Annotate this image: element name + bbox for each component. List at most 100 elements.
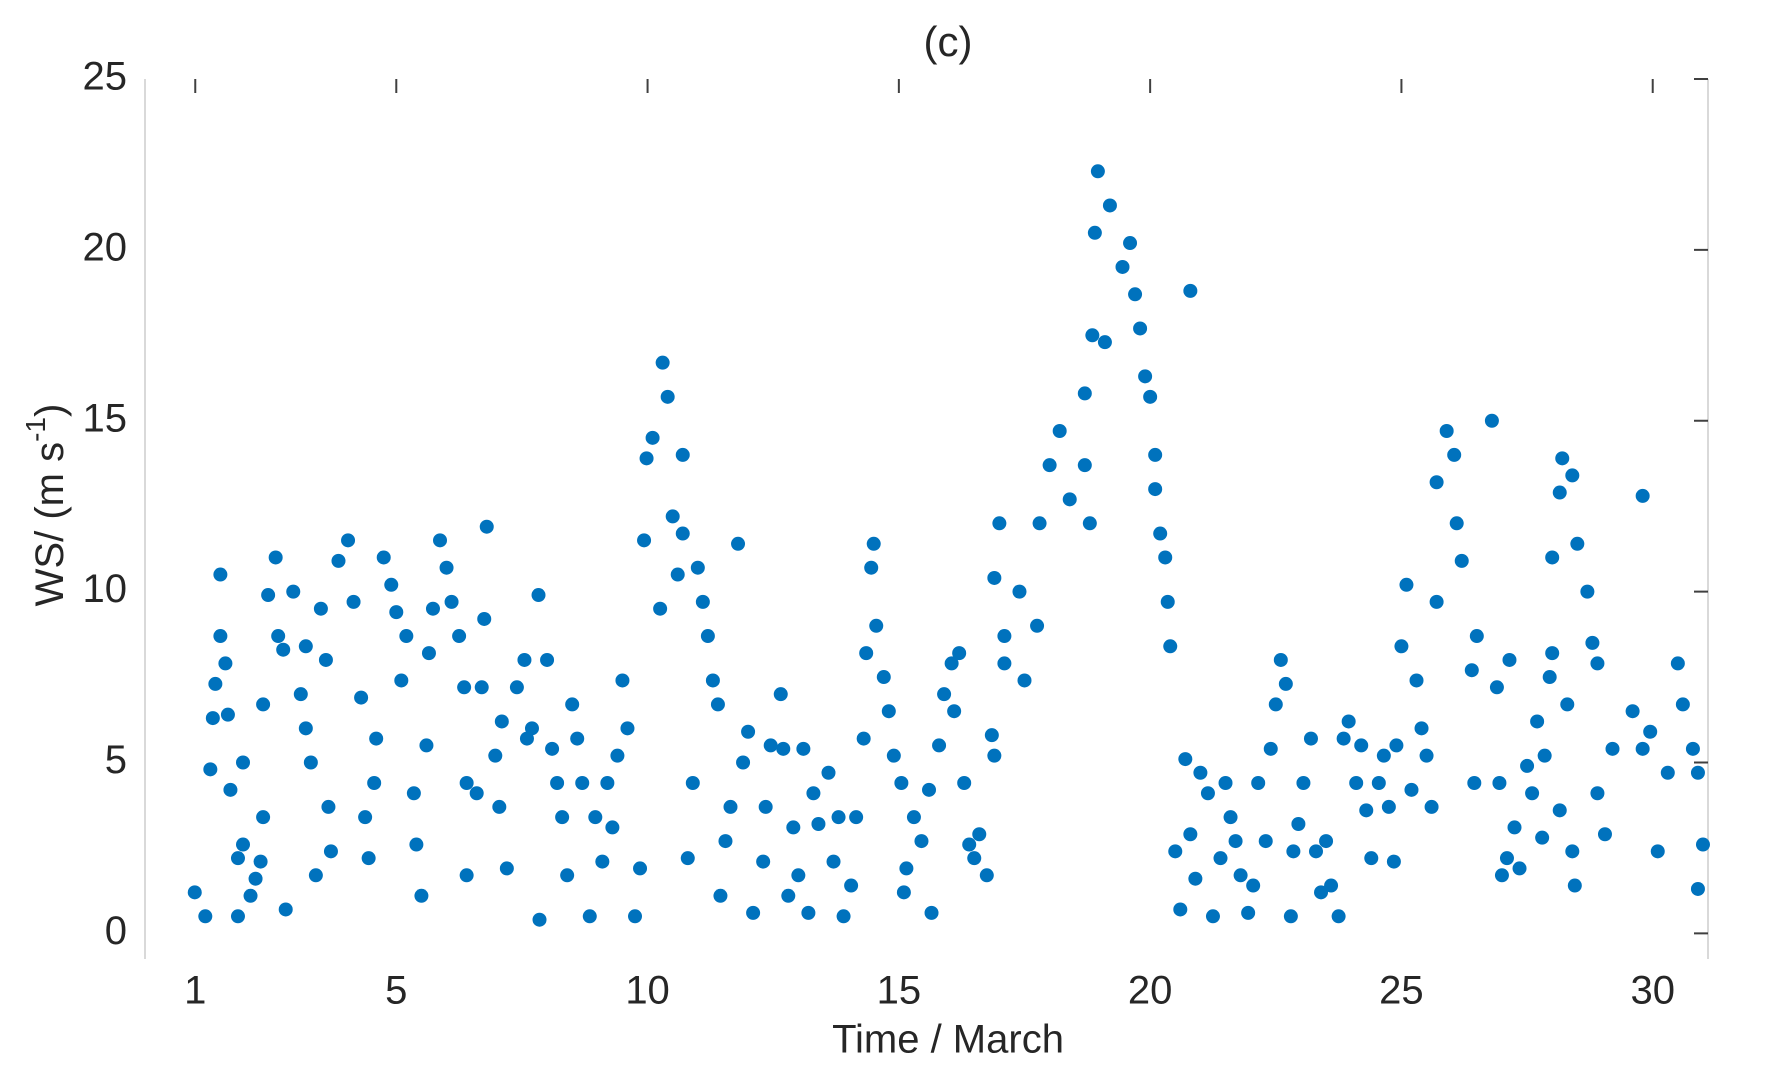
point: [1643, 724, 1658, 739]
point: [582, 909, 597, 924]
point: [637, 533, 652, 548]
point: [323, 844, 338, 859]
point: [1178, 752, 1193, 767]
point: [826, 854, 841, 869]
point: [1364, 851, 1379, 866]
point: [1336, 731, 1351, 746]
point: [979, 868, 994, 883]
point: [1148, 447, 1163, 462]
point: [1429, 475, 1444, 490]
point: [499, 861, 514, 876]
point: [425, 601, 440, 616]
point: [1303, 731, 1318, 746]
point: [836, 909, 851, 924]
point: [1241, 905, 1256, 920]
x-tick-label: 25: [1379, 969, 1424, 1013]
point: [1424, 799, 1439, 814]
point: [675, 447, 690, 462]
point: [1148, 482, 1163, 497]
point: [433, 533, 448, 548]
point: [452, 629, 467, 644]
point: [639, 451, 654, 466]
point: [801, 905, 816, 920]
point: [236, 755, 251, 770]
point: [987, 748, 1002, 763]
point: [1454, 553, 1469, 568]
point: [937, 687, 952, 702]
point: [849, 810, 864, 825]
point: [509, 680, 524, 695]
point: [1090, 164, 1105, 179]
point: [1228, 834, 1243, 849]
point: [261, 588, 276, 603]
point: [256, 697, 271, 712]
point: [1507, 820, 1522, 835]
point: [1314, 885, 1329, 900]
point: [1650, 844, 1665, 859]
point: [1123, 236, 1138, 251]
point: [653, 601, 668, 616]
point: [1213, 851, 1228, 866]
y-tick-label: 10: [83, 567, 128, 611]
point: [1102, 198, 1117, 213]
point: [341, 533, 356, 548]
point: [628, 909, 643, 924]
point: [615, 673, 630, 688]
point: [675, 526, 690, 541]
point: [421, 646, 436, 661]
point: [773, 687, 788, 702]
point: [731, 536, 746, 551]
point: [286, 584, 301, 599]
point: [821, 765, 836, 780]
point: [886, 748, 901, 763]
point: [796, 741, 811, 756]
point: [346, 594, 361, 609]
point: [318, 652, 333, 667]
point: [680, 851, 695, 866]
point: [1484, 413, 1499, 428]
point: [944, 656, 959, 671]
point: [1376, 748, 1391, 763]
point: [555, 810, 570, 825]
point: [384, 577, 399, 592]
point: [1168, 844, 1183, 859]
point: [1017, 673, 1032, 688]
point: [899, 861, 914, 876]
point: [243, 888, 258, 903]
point: [1570, 536, 1585, 551]
point: [494, 714, 509, 729]
point: [670, 567, 685, 582]
point: [1512, 861, 1527, 876]
point: [1205, 909, 1220, 924]
point: [1386, 854, 1401, 869]
point: [992, 516, 1007, 531]
point: [1565, 844, 1580, 859]
point: [746, 905, 761, 920]
point: [271, 629, 286, 644]
point: [1590, 656, 1605, 671]
point: [1502, 652, 1517, 667]
point: [1077, 458, 1092, 473]
x-tick-label: 10: [625, 969, 670, 1013]
point: [705, 673, 720, 688]
point: [723, 799, 738, 814]
point: [457, 680, 472, 695]
point: [524, 721, 539, 736]
point: [1685, 741, 1700, 756]
point: [1625, 704, 1640, 719]
point: [1389, 738, 1404, 753]
point: [1545, 550, 1560, 565]
point: [565, 697, 580, 712]
point: [1296, 776, 1311, 790]
point: [474, 680, 489, 695]
point: [488, 748, 503, 763]
point: [1223, 810, 1238, 825]
point: [1218, 776, 1233, 790]
point: [1200, 786, 1215, 801]
point: [1525, 786, 1540, 801]
point: [1153, 526, 1168, 541]
point: [1419, 748, 1434, 763]
point: [633, 861, 648, 876]
point: [1052, 424, 1067, 438]
point: [831, 810, 846, 825]
